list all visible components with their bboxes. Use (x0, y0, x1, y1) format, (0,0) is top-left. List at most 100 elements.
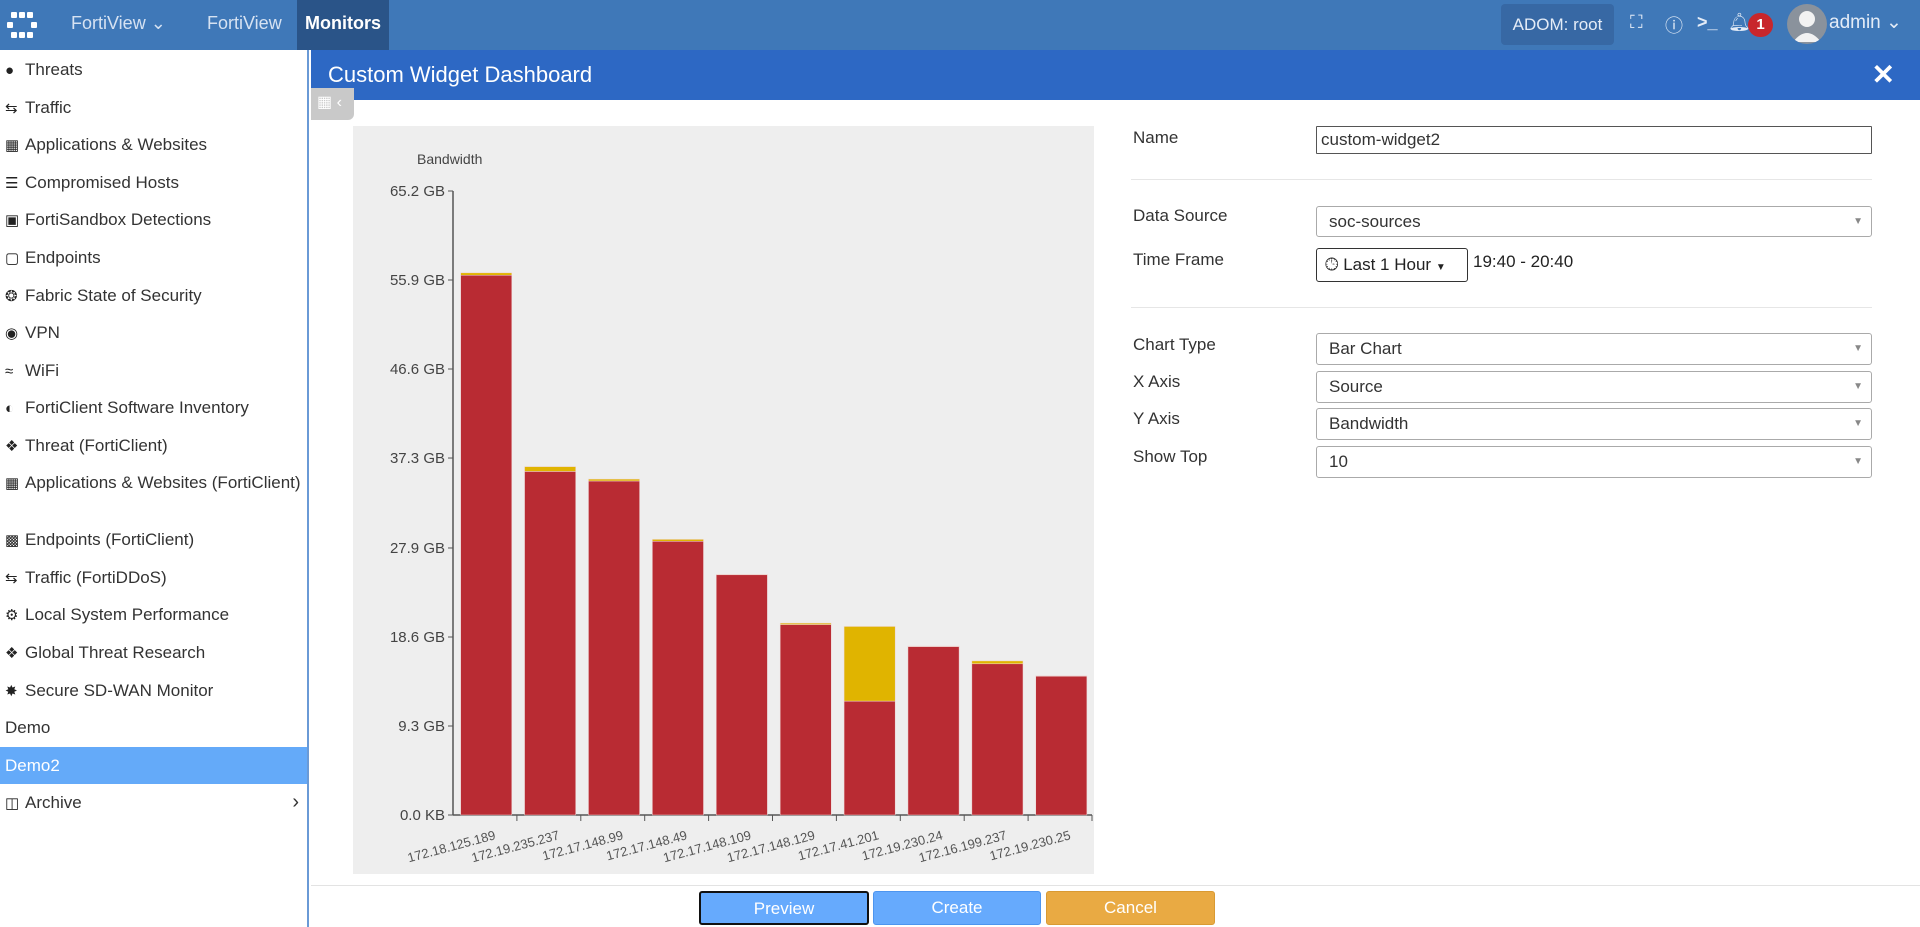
sidebar-item-forticlient-software-inventory[interactable]: ◐ FortiClient Software Inventory (0, 389, 307, 426)
sidebar-item-label: Traffic (FortiDDoS) (25, 567, 167, 587)
grid-icon: ▦ (5, 474, 20, 492)
breadcrumb-fortiview[interactable]: FortiView (207, 13, 282, 33)
bar-primary (779, 624, 832, 816)
show-top-label: Show Top (1133, 447, 1208, 466)
x-axis-label: X Axis (1133, 372, 1181, 391)
chart-type-select[interactable]: Bar Chart ▼ (1316, 333, 1872, 365)
caret-down-icon: ▼ (1435, 262, 1446, 273)
divider (1131, 179, 1872, 180)
sidebar-item-label: Threats (25, 60, 83, 79)
sidebar-item-fabric-state-of-security[interactable]: ❂ Fabric State of Security (0, 277, 307, 314)
caret-down-icon: ▼ (1853, 343, 1863, 354)
chart-type-value: Bar Chart (1329, 339, 1402, 358)
bar-secondary (779, 622, 832, 625)
notification-badge[interactable]: 1 (1748, 13, 1773, 37)
sidebar: ● Threats ⇆ Traffic ▦ Applications & Websites… (0, 50, 309, 927)
sidebar-item-threat-forticlient[interactable]: ❖ Threat (FortiClient) (0, 427, 307, 464)
time-frame-value: Last 1 Hour (1343, 255, 1432, 274)
data-source-value: soc-sources (1329, 212, 1421, 231)
bar-primary (716, 574, 768, 816)
sidebar-item-compromised-hosts[interactable]: ☰ Compromised Hosts (0, 164, 307, 201)
clock-icon: 🕒︎ (1325, 255, 1339, 274)
bar-secondary (588, 478, 640, 482)
sidebar-item-demo[interactable]: Demo (0, 709, 307, 746)
monitor-icon: ▢ (5, 250, 20, 267)
close-icon[interactable]: ✕ (1871, 59, 1895, 90)
table-icon: ▦ (317, 94, 333, 111)
caret-down-icon: ▼ (1853, 381, 1863, 392)
fortinet-logo-icon[interactable] (6, 10, 38, 40)
sidebar-item-label: Traffic (25, 97, 72, 117)
time-frame-dropdown[interactable]: 🕒︎ Last 1 Hour ▼ (1316, 248, 1468, 282)
sidebar-item-label: FortiSandbox Detections (25, 210, 212, 230)
sidebar-item-label: WiFi (25, 360, 59, 380)
lock-icon: ◐ (5, 400, 15, 418)
sdwan-icon: ✸ (5, 682, 18, 700)
sidebar-item-label: Local System Performance (25, 605, 230, 625)
name-input[interactable] (1316, 126, 1872, 154)
y-tick-label: 46.6 GB (390, 361, 445, 378)
show-top-select[interactable]: 10 ▼ (1316, 446, 1872, 478)
sidebar-item-secure-sd-wan-monitor[interactable]: ✸ Secure SD-WAN Monitor (0, 672, 307, 709)
terminal-icon[interactable]: >_ (1697, 12, 1718, 32)
chart-preview: Bandwidth 0.0 KB 9.3 GB 18.6 GB 27.9 GB 37.3 … (353, 126, 1094, 874)
vpn-icon: ◉ (5, 325, 19, 343)
sidebar-item-local-system-performance[interactable]: ⚙ Local System Performance (0, 596, 307, 633)
y-axis-select[interactable]: Bandwidth ▼ (1316, 408, 1872, 440)
chevron-down-icon: ⌄ (1886, 12, 1902, 33)
bar-primary (652, 541, 704, 816)
top-bar: FortiView ⌄ FortiView Monitors ADOM: roo… (0, 0, 1920, 50)
fullscreen-icon[interactable]: ⛶ (1630, 12, 1643, 32)
exchange-icon: ⇆ (5, 569, 18, 587)
sidebar-item-label: Endpoints (25, 248, 101, 267)
handshake-icon: ❖ (5, 438, 19, 455)
caret-down-icon: ▼ (1853, 216, 1863, 227)
sidebar-item-traffic-fortiddos[interactable]: ⇆ Traffic (FortiDDoS) (0, 559, 307, 596)
chevron-down-icon: ⌄ (150, 13, 166, 33)
y-axis-value: Bandwidth (1329, 414, 1409, 433)
caret-down-icon: ▼ (1853, 418, 1863, 429)
sidebar-item-applications-websites[interactable]: ▦ Applications & Websites (0, 126, 307, 163)
avatar[interactable] (1787, 4, 1827, 44)
sidebar-item-endpoints-forticlient[interactable]: ▩ Endpoints (FortiClient) (0, 521, 307, 558)
sidebar-item-applications-websites-forticlient[interactable]: ▦ Applications & Websites (FortiClient) (0, 465, 307, 521)
fabric-icon: ❂ (5, 287, 18, 305)
bell-icon[interactable]: 🔔︎ (1728, 12, 1751, 32)
sidebar-item-threats[interactable]: ● Threats (0, 51, 307, 88)
time-frame-label: Time Frame (1133, 250, 1224, 269)
handshake-icon: ❖ (5, 644, 19, 662)
sidebar-item-label: Demo (5, 718, 51, 738)
help-icon[interactable]: ⓘ (1665, 16, 1683, 36)
sidebar-item-fortisandbox-detections[interactable]: ▣ FortiSandbox Detections (0, 201, 307, 238)
sidebar-item-traffic[interactable]: ⇆ Traffic (0, 89, 307, 126)
create-button[interactable]: Create (873, 891, 1041, 925)
sidebar-item-vpn[interactable]: ◉ VPN (0, 314, 307, 351)
data-source-select[interactable]: soc-sources ▼ (1316, 206, 1872, 237)
wifi-icon: ≈ (5, 362, 14, 380)
chevron-left-icon: ‹ (332, 94, 342, 111)
bar-secondary (524, 466, 576, 472)
sidebar-item-endpoints[interactable]: ▢ Endpoints (0, 239, 307, 276)
sidebar-item-archive[interactable]: ◫ Archive › (0, 784, 307, 821)
adom-selector[interactable]: ADOM: root (1501, 4, 1614, 45)
toggle-panel-button[interactable]: ▦ ‹ (311, 88, 354, 120)
sidebar-item-global-threat-research[interactable]: ❖ Global Threat Research (0, 634, 307, 671)
sidebar-item-demo2[interactable]: Demo2 (0, 746, 307, 784)
caret-down-icon: ▼ (1853, 456, 1863, 467)
cancel-button[interactable]: Cancel (1046, 891, 1215, 925)
bar-secondary (971, 660, 1024, 665)
bar-primary (524, 471, 576, 816)
grid-icon: ▦ (5, 137, 20, 155)
preview-button[interactable]: Preview (699, 891, 869, 925)
user-menu[interactable]: admin ⌄ (1829, 0, 1902, 46)
breadcrumb-monitors[interactable]: Monitors (297, 0, 389, 50)
bar-chart: Bandwidth 0.0 KB 9.3 GB 18.6 GB 27.9 GB 37.3 … (390, 151, 1093, 865)
x-axis-select[interactable]: Source ▼ (1316, 371, 1872, 403)
sidebar-item-label: FortiClient Software Inventory (25, 398, 249, 418)
app-menu-dropdown[interactable]: FortiView ⌄ (71, 0, 166, 50)
endpoint-user-icon: ▩ (5, 532, 20, 550)
sidebar-item-wifi[interactable]: ≈ WiFi (0, 352, 307, 389)
chevron-right-icon: › (292, 791, 299, 814)
bar-primary (588, 480, 640, 816)
sidebar-item-label: Endpoints (FortiClient) (25, 530, 195, 550)
